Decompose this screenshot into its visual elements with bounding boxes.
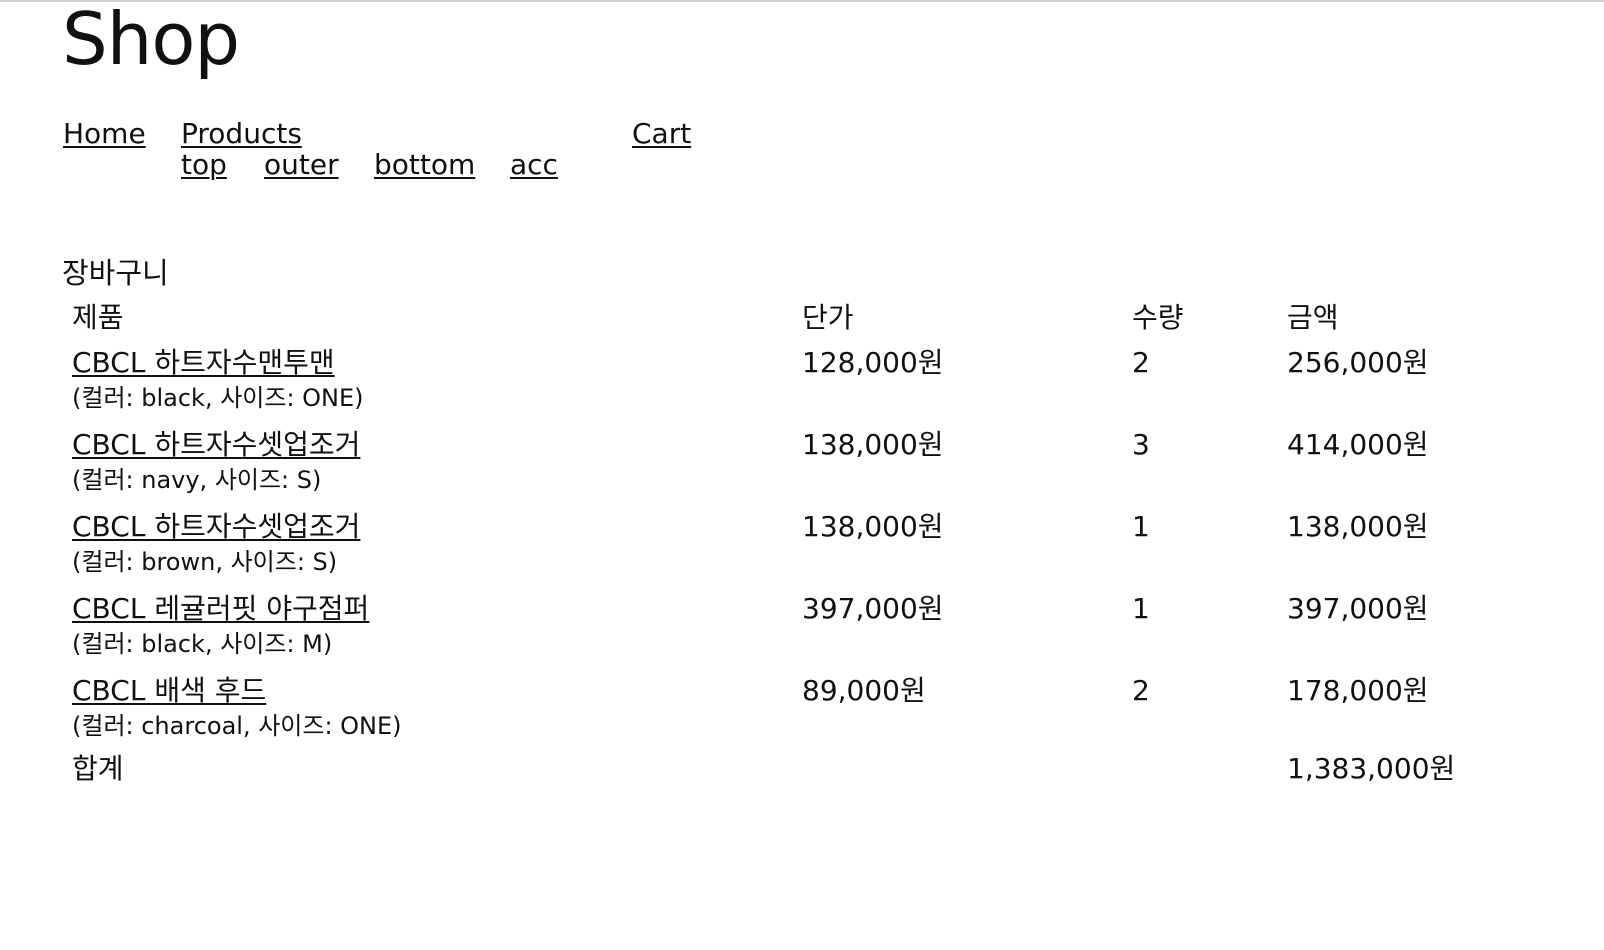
product-option: (컬러: black, 사이즈: ONE) xyxy=(72,384,364,412)
unit-price: 138,000원 xyxy=(802,428,944,461)
cart-item-product-cell: CBCL 배색 후드 (컬러: charcoal, 사이즈: ONE) xyxy=(62,668,792,750)
total-spacer-price xyxy=(792,750,1122,826)
total-spacer-quantity xyxy=(1122,750,1277,826)
unit-price: 397,000원 xyxy=(802,592,944,625)
line-amount: 414,000원 xyxy=(1287,428,1429,461)
column-header-product: 제품 xyxy=(72,301,124,334)
cart-heading: 장바구니 xyxy=(62,256,169,290)
nav-link-cart[interactable]: Cart xyxy=(632,117,692,150)
line-amount: 397,000원 xyxy=(1287,592,1429,625)
product-option: (컬러: navy, 사이즈: S) xyxy=(72,466,322,494)
total-amount: 1,383,000원 xyxy=(1287,752,1456,785)
product-option: (컬러: black, 사이즈: M) xyxy=(72,630,333,658)
nav-category-bottom[interactable]: bottom xyxy=(374,148,476,181)
quantity: 2 xyxy=(1132,346,1150,379)
line-amount: 138,000원 xyxy=(1287,510,1429,543)
product-link[interactable]: CBCL 하트자수맨투맨 xyxy=(72,346,335,379)
product-option: (컬러: charcoal, 사이즈: ONE) xyxy=(72,712,402,740)
quantity: 2 xyxy=(1132,674,1150,707)
product-option: (컬러: brown, 사이즈: S) xyxy=(72,548,338,576)
site-title: Shop xyxy=(62,0,240,81)
column-header-quantity: 수량 xyxy=(1132,301,1184,334)
unit-price: 89,000원 xyxy=(802,674,926,707)
cart-item-product-cell: CBCL 레귤러핏 야구점퍼 (컬러: black, 사이즈: M) xyxy=(62,586,792,668)
quantity: 3 xyxy=(1132,428,1150,461)
column-header-amount: 금액 xyxy=(1287,301,1339,334)
quantity: 1 xyxy=(1132,510,1150,543)
line-amount: 256,000원 xyxy=(1287,346,1429,379)
product-link[interactable]: CBCL 하트자수셋업조거 xyxy=(72,510,361,543)
unit-price: 138,000원 xyxy=(802,510,944,543)
cart-item-row: CBCL 배색 후드 (컬러: charcoal, 사이즈: ONE) 89,0… xyxy=(62,668,1502,750)
cart-item-product-cell: CBCL 하트자수셋업조거 (컬러: navy, 사이즈: S) xyxy=(62,422,792,504)
cart-item-product-cell: CBCL 하트자수셋업조거 (컬러: brown, 사이즈: S) xyxy=(62,504,792,586)
cart-item-row: CBCL 하트자수맨투맨 (컬러: black, 사이즈: ONE) 128,0… xyxy=(62,340,1502,422)
cart-header-row: 제품 단가 수량 금액 xyxy=(62,290,1502,340)
product-link[interactable]: CBCL 배색 후드 xyxy=(72,674,267,707)
line-amount: 178,000원 xyxy=(1287,674,1429,707)
nav-category-top[interactable]: top xyxy=(181,148,227,181)
cart-table: 제품 단가 수량 금액 CBCL 하트자수맨투맨 (컬러: black, 사이즈… xyxy=(62,290,1502,826)
cart-total-row: 합계 1,383,000원 xyxy=(62,750,1502,826)
unit-price: 128,000원 xyxy=(802,346,944,379)
cart-item-row: CBCL 하트자수셋업조거 (컬러: brown, 사이즈: S) 138,00… xyxy=(62,504,1502,586)
column-header-price: 단가 xyxy=(802,301,854,334)
total-label: 합계 xyxy=(72,752,124,785)
cart-item-product-cell: CBCL 하트자수맨투맨 (컬러: black, 사이즈: ONE) xyxy=(62,340,792,422)
cart-item-row: CBCL 하트자수셋업조거 (컬러: navy, 사이즈: S) 138,000… xyxy=(62,422,1502,504)
product-link[interactable]: CBCL 레귤러핏 야구점퍼 xyxy=(72,592,370,625)
nav-category-acc[interactable]: acc xyxy=(510,148,558,181)
quantity: 1 xyxy=(1132,592,1150,625)
nav-link-products[interactable]: Products xyxy=(181,117,302,150)
nav-category-outer[interactable]: outer xyxy=(264,148,339,181)
product-link[interactable]: CBCL 하트자수셋업조거 xyxy=(72,428,361,461)
cart-item-row: CBCL 레귤러핏 야구점퍼 (컬러: black, 사이즈: M) 397,0… xyxy=(62,586,1502,668)
nav-link-home[interactable]: Home xyxy=(63,117,146,150)
